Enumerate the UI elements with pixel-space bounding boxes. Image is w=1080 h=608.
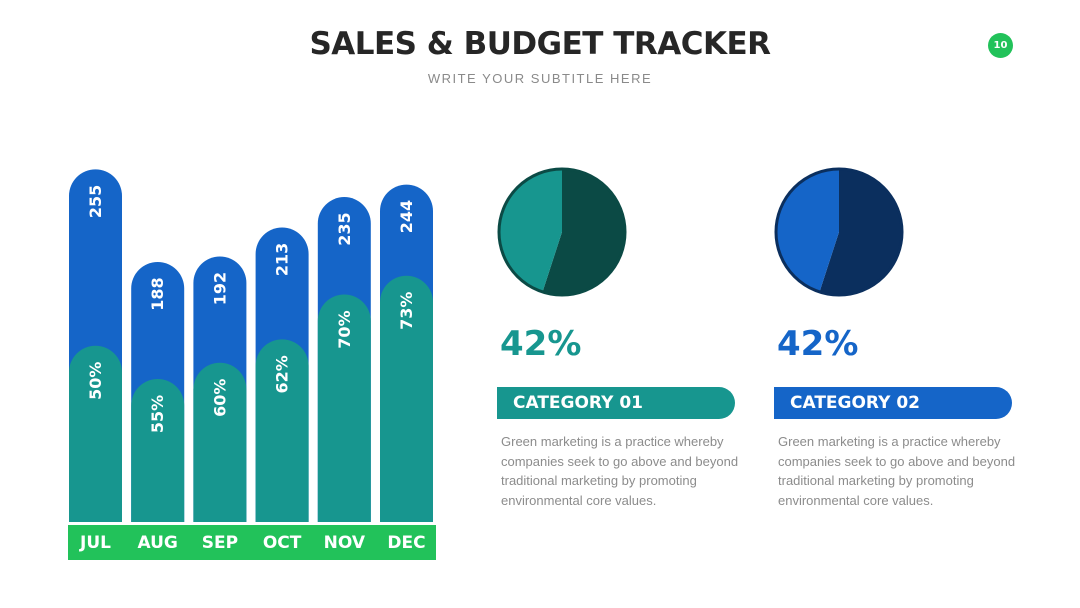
pie-slice	[499, 169, 562, 292]
pie-outline	[774, 167, 904, 297]
category-02-percent: 42%	[777, 324, 859, 364]
month-tick-label: OCT	[263, 533, 302, 553]
pie-slice	[776, 169, 839, 292]
page-title: SALES & BUDGET TRACKER	[309, 26, 771, 62]
bar-percent-label: 62%	[273, 355, 292, 393]
month-tick-label: DEC	[387, 533, 425, 553]
month-axis-strip	[68, 525, 436, 560]
bar-percent-segment	[317, 294, 371, 522]
monthly-bar-chart: 255 50% JUL 188 55% AUG 192 60% SEP 213 62% OCT 235 7…	[68, 169, 436, 560]
bar-value-label: 188	[148, 277, 167, 310]
bar-percent-segment	[193, 362, 247, 522]
pie-slice	[819, 169, 902, 295]
bar-value-label: 213	[273, 243, 292, 276]
page-number-badge: 10	[988, 33, 1013, 58]
page-subtitle: WRITE YOUR SUBTITLE HERE	[427, 71, 653, 86]
category-01-percent: 42%	[500, 324, 582, 364]
pie-slice	[542, 169, 625, 295]
bar-percent-segment	[255, 339, 309, 522]
category-02-description: Green marketing is a practice whereby co…	[778, 434, 1016, 508]
bar-value-label: 192	[210, 272, 229, 305]
month-tick-label: NOV	[324, 533, 366, 553]
bar-percent-label: 73%	[397, 292, 416, 330]
bar-percent-label: 70%	[335, 310, 354, 348]
bar-percent-label: 50%	[86, 362, 105, 400]
category-01-description: Green marketing is a practice whereby co…	[501, 434, 739, 508]
month-tick-label: JUL	[79, 533, 111, 553]
month-tick-label: SEP	[202, 533, 238, 553]
category-02-label: CATEGORY 02	[774, 387, 1012, 419]
bar-percent-segment	[380, 275, 433, 522]
bar-percent-segment	[131, 379, 185, 522]
category-02-pie-chart	[774, 167, 904, 297]
month-tick-label: AUG	[137, 533, 177, 553]
pie-outline	[497, 167, 627, 297]
bar-percent-segment	[69, 345, 122, 522]
category-01-pie-chart	[497, 167, 627, 297]
bar-percent-label: 55%	[148, 395, 167, 433]
bar-value-label: 244	[397, 200, 416, 233]
bar-percent-label: 60%	[210, 379, 229, 417]
category-01-label: CATEGORY 01	[497, 387, 735, 419]
bar-value-label: 235	[335, 212, 354, 245]
bar-value-label: 255	[86, 185, 105, 218]
